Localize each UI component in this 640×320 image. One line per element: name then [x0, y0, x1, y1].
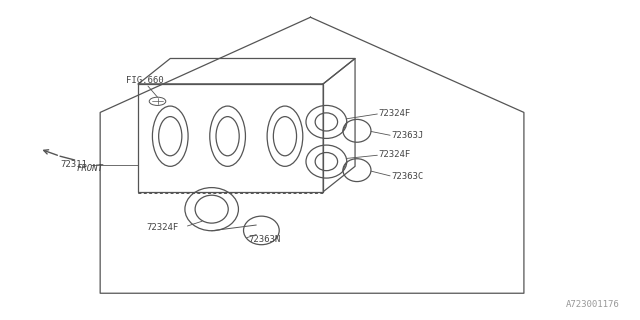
Text: FRONT: FRONT — [77, 164, 104, 173]
Text: A723001176: A723001176 — [566, 300, 620, 309]
Text: 72324F: 72324F — [379, 108, 411, 117]
Text: 72311: 72311 — [61, 160, 88, 169]
Text: FIG.660: FIG.660 — [125, 76, 163, 85]
Text: 72324F: 72324F — [147, 223, 179, 232]
Text: 72324F: 72324F — [379, 150, 411, 159]
Text: 72363C: 72363C — [392, 172, 424, 181]
Text: 72363J: 72363J — [392, 131, 424, 140]
Text: 72363N: 72363N — [248, 236, 281, 244]
